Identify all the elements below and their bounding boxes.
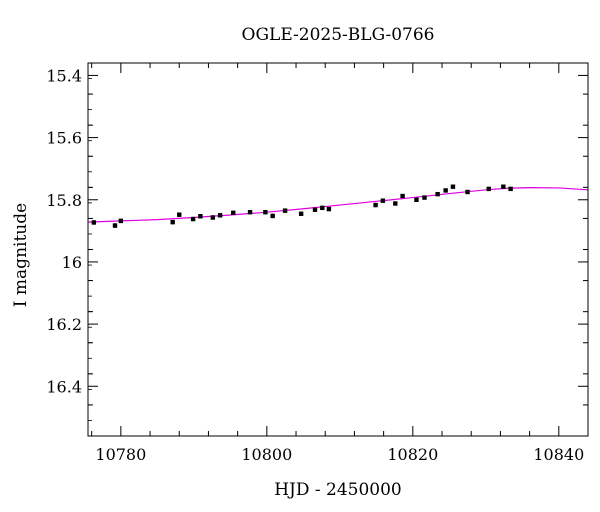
- data-point: [393, 201, 398, 206]
- y-tick-label: 15.6: [46, 129, 82, 148]
- data-point: [247, 210, 253, 215]
- model-curve: [87, 187, 589, 223]
- x-tick-label: 10820: [387, 445, 438, 464]
- point-marker: [508, 186, 513, 192]
- data-point: [501, 184, 506, 189]
- axis-ticks: [88, 62, 589, 437]
- data-point: [326, 206, 332, 212]
- point-marker: [298, 211, 304, 216]
- point-marker: [443, 188, 448, 193]
- x-axis-label: HJD - 2450000: [274, 480, 402, 500]
- data-point: [210, 215, 216, 220]
- plot-area: [87, 184, 589, 229]
- point-marker: [326, 206, 332, 212]
- chart-title: OGLE-2025-BLG-0766: [242, 25, 435, 45]
- point-marker: [198, 214, 203, 219]
- point-marker: [263, 210, 268, 215]
- data-point: [380, 198, 386, 203]
- point-marker: [414, 197, 419, 202]
- data-point: [190, 216, 196, 222]
- y-tick-label: 15.4: [46, 66, 82, 85]
- data-point: [282, 208, 288, 213]
- x-tick-label: 10840: [533, 445, 584, 464]
- point-marker: [422, 195, 427, 200]
- point-marker: [190, 216, 196, 222]
- point-marker: [210, 215, 216, 220]
- data-point: [373, 202, 378, 208]
- data-point: [112, 223, 118, 229]
- point-marker: [501, 184, 506, 189]
- point-marker: [91, 220, 97, 225]
- point-marker: [270, 213, 275, 219]
- point-marker: [373, 202, 378, 208]
- point-marker: [282, 208, 288, 213]
- data-point: [414, 197, 419, 202]
- data-point: [435, 191, 440, 197]
- data-point: [263, 210, 268, 215]
- y-tick-label: 16.2: [46, 315, 82, 334]
- x-tick-label: 10800: [241, 445, 292, 464]
- data-point: [231, 210, 236, 216]
- data-point: [450, 184, 456, 189]
- point-marker: [217, 213, 223, 218]
- point-marker: [465, 189, 470, 195]
- data-point: [177, 212, 182, 217]
- data-point: [320, 205, 325, 211]
- point-marker: [177, 212, 182, 217]
- point-marker: [435, 191, 440, 197]
- data-point: [270, 213, 275, 219]
- point-marker: [393, 201, 398, 206]
- data-point: [118, 218, 124, 224]
- data-point: [465, 189, 470, 195]
- tick-labels: 10780 10800 10820 10840 15.4 15.6 15.8 16 16.2 16…: [46, 66, 584, 464]
- point-marker: [247, 210, 253, 215]
- data-point: [312, 207, 318, 212]
- point-marker: [450, 184, 456, 189]
- x-tick-label: 10780: [95, 445, 146, 464]
- data-point: [400, 193, 405, 199]
- data-point: [91, 220, 97, 225]
- data-point: [170, 219, 175, 225]
- point-marker: [320, 205, 325, 211]
- point-marker: [231, 210, 236, 216]
- point-marker: [312, 207, 318, 212]
- point-marker: [170, 219, 175, 225]
- y-tick-label: 16.4: [46, 377, 82, 396]
- data-point: [217, 213, 223, 218]
- data-point: [298, 211, 304, 216]
- data-point: [422, 195, 427, 200]
- data-point: [443, 188, 448, 193]
- point-marker: [400, 193, 405, 199]
- data-point: [486, 186, 491, 192]
- data-point: [198, 214, 203, 219]
- point-marker: [112, 223, 118, 228]
- point-marker: [486, 186, 491, 192]
- point-marker: [118, 218, 124, 224]
- y-tick-label: 16: [62, 253, 82, 272]
- y-axis-label: I magnitude: [11, 203, 31, 307]
- data-point: [508, 186, 513, 192]
- plot-frame: [87, 62, 589, 437]
- point-marker: [380, 198, 386, 203]
- y-tick-label: 15.8: [46, 191, 82, 210]
